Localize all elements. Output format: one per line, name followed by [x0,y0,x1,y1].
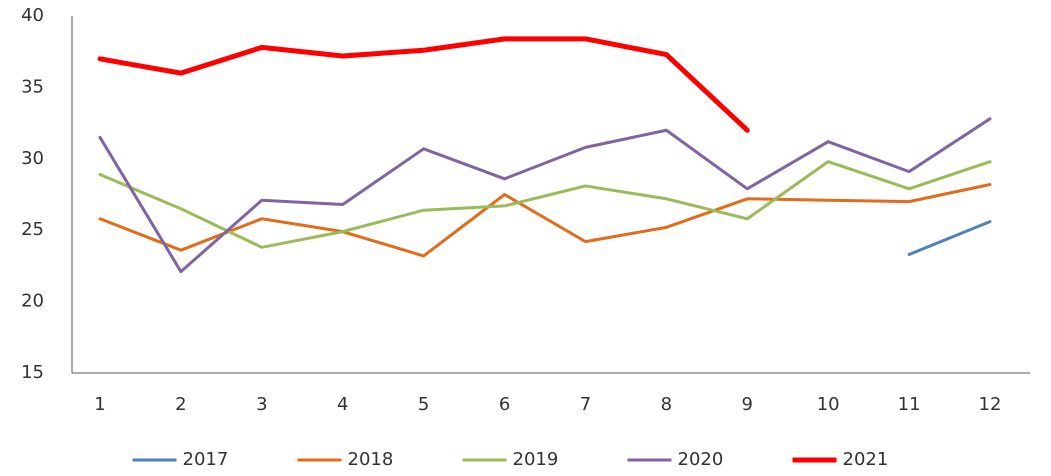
y-tick-label: 40 [21,5,44,26]
x-tick-label: 4 [337,394,348,415]
x-tick-label: 8 [661,394,672,415]
y-tick-label: 35 [21,76,44,97]
x-tick-label: 7 [580,394,591,415]
series-line [98,183,992,258]
series-line [97,36,750,133]
legend-label: 2017 [183,449,229,470]
x-tick-label: 12 [979,394,1002,415]
y-tick-label: 15 [21,362,44,383]
x-tick-label: 9 [742,394,753,415]
x-tick-label: 1 [94,394,105,415]
y-tick-label: 30 [21,148,44,169]
series-line [98,160,992,249]
x-tick-label: 5 [418,394,429,415]
x-tick-label: 2 [175,394,186,415]
legend-label: 2019 [513,449,559,470]
series-line [98,117,992,274]
legend-label: 2018 [348,449,394,470]
y-tick-label: 25 [21,219,44,240]
legend-label: 2021 [843,449,889,470]
x-tick-label: 10 [817,394,840,415]
legend-label: 2020 [678,449,724,470]
y-tick-label: 20 [21,291,44,312]
x-tick-label: 11 [898,394,921,415]
x-tick-label: 6 [499,394,510,415]
x-tick-label: 3 [256,394,267,415]
series-line [907,220,992,256]
